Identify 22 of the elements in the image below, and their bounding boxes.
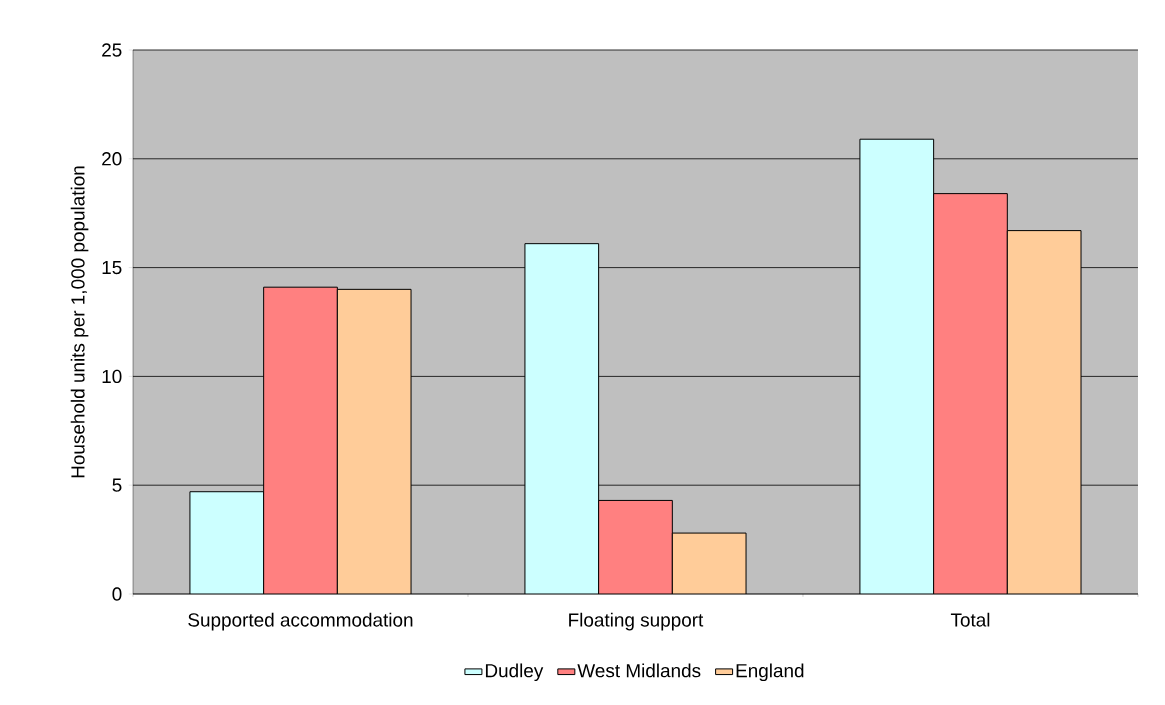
- bar: [263, 286, 338, 594]
- bar: [524, 243, 600, 594]
- y-tick-label: 20: [102, 152, 122, 166]
- bar: [933, 193, 1008, 594]
- legend-label: West Midlands: [577, 663, 701, 678]
- y-tick-label: 25: [102, 43, 122, 57]
- y-tick-label: 5: [112, 478, 122, 492]
- legend-label: England: [736, 663, 804, 682]
- x-tick-label: Floating support: [569, 612, 704, 631]
- bar: [859, 138, 935, 594]
- bar: [1006, 230, 1082, 594]
- y-tick-label: 10: [102, 369, 122, 384]
- x-tick-label: Total: [950, 612, 990, 627]
- bar: [671, 532, 747, 594]
- x-tick-label: Supported accommodation: [188, 612, 413, 631]
- y-tick-label: 15: [102, 261, 122, 275]
- bar: [336, 288, 412, 594]
- bar: [189, 491, 265, 594]
- y-axis-title: Household units per 1,000 population: [70, 166, 89, 478]
- y-tick-label: 0: [112, 587, 122, 601]
- bar: [598, 499, 673, 594]
- legend-label: Dudley: [485, 663, 544, 682]
